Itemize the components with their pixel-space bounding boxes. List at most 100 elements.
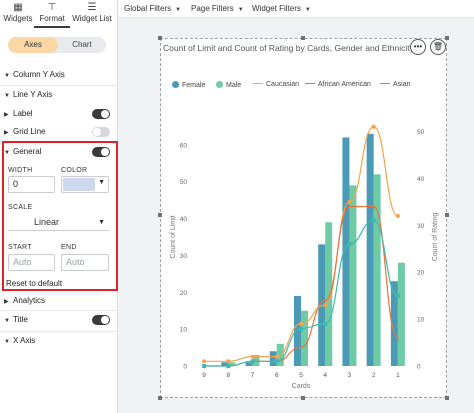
chevron-right-icon: ▶: [4, 299, 9, 305]
filter-bar: Global Filters ▼ Page Filters ▼ Widget Fil…: [119, 0, 474, 18]
caret-down-icon: ▼: [304, 7, 311, 13]
section-line-y-axis-label: Line Y Axis: [13, 90, 53, 99]
start-input[interactable]: Auto: [8, 254, 55, 271]
section-label-text: Label: [13, 109, 33, 118]
section-label[interactable]: ▶ Label: [0, 106, 118, 122]
color-label: COLOR: [61, 167, 88, 174]
section-general[interactable]: ▼ General: [0, 144, 118, 160]
delete-widget-button[interactable]: 🗑: [430, 39, 446, 55]
tab-widgets-label: Widgets: [3, 14, 33, 23]
resize-handle[interactable]: [445, 396, 449, 400]
legend-swatch: [305, 82, 315, 84]
section-analytics-label: Analytics: [13, 296, 46, 305]
section-x-axis[interactable]: ▼ X Axis: [0, 333, 118, 349]
label-toggle[interactable]: [92, 109, 110, 119]
segment-chart[interactable]: Chart: [72, 40, 92, 49]
section-general-label: General: [13, 147, 42, 156]
global-filters-dropdown[interactable]: Global Filters ▼: [124, 4, 181, 13]
list-icon: ☰: [87, 2, 97, 13]
color-picker[interactable]: ▼: [61, 176, 109, 193]
resize-handle[interactable]: [301, 36, 305, 40]
chevron-down-icon: ▼: [4, 318, 10, 324]
resize-handle[interactable]: [445, 36, 449, 40]
tab-format-label: Format: [39, 14, 65, 23]
resize-handle[interactable]: [445, 213, 449, 217]
chevron-down-icon: ▼: [4, 339, 10, 345]
reset-to-default-link[interactable]: Reset to default: [6, 279, 63, 288]
tab-widget-list-label: Widget List: [72, 14, 112, 23]
start-label: START: [8, 244, 32, 251]
divider: [0, 85, 118, 86]
resize-handle[interactable]: [158, 36, 162, 40]
width-label: WIDTH: [8, 167, 33, 174]
section-grid-line-label: Grid Line: [13, 127, 46, 136]
widget-filters-label: Widget Filters: [252, 4, 301, 13]
trash-icon: 🗑: [432, 42, 444, 51]
resize-handle[interactable]: [158, 213, 162, 217]
tab-widget-list[interactable]: ☰ Widget List: [68, 2, 116, 28]
chevron-down-icon: ▼: [98, 179, 105, 186]
legend-swatch: [216, 81, 223, 88]
section-x-axis-label: X Axis: [13, 336, 36, 345]
axes-chart-segment: Axes Chart: [8, 37, 106, 53]
section-line-y-axis[interactable]: ▼ Line Y Axis: [0, 87, 118, 103]
more-horizontal-icon: •••: [413, 42, 423, 51]
page-filters-dropdown[interactable]: Page Filters ▼: [191, 4, 244, 13]
legend-label: African American: [318, 81, 371, 88]
legend-label: Male: [226, 82, 242, 89]
legend-item-male[interactable]: Male: [216, 81, 241, 89]
page-filters-label: Page Filters: [191, 4, 234, 13]
general-toggle[interactable]: [92, 147, 110, 157]
more-options-button[interactable]: •••: [410, 39, 426, 55]
chart-widget[interactable]: [160, 38, 447, 398]
scale-value: Linear: [34, 217, 60, 227]
chevron-down-icon: ▼: [4, 73, 10, 79]
legend-swatch: [380, 82, 390, 84]
caret-down-icon: ▼: [175, 7, 182, 13]
paint-roller-icon: ⊤: [47, 2, 57, 13]
section-column-y-axis[interactable]: ▼ Column Y Axis: [0, 67, 118, 83]
chevron-down-icon: ▼: [4, 93, 10, 99]
chart-title: Count of Limit and Count of Rating by Ca…: [163, 43, 414, 53]
caret-down-icon: ▼: [237, 7, 244, 13]
legend-label: Female: [182, 82, 206, 89]
widgets-grid-icon: ▦: [13, 2, 23, 13]
legend-item-asian[interactable]: Asian: [380, 81, 411, 88]
section-title-label: Title: [13, 315, 28, 324]
color-swatch: [63, 178, 95, 191]
legend-swatch: [172, 81, 179, 88]
scale-select[interactable]: Linear ▼: [8, 215, 109, 231]
title-toggle[interactable]: [92, 315, 110, 325]
legend-item-african-american[interactable]: African American: [305, 81, 371, 88]
chevron-right-icon: ▶: [4, 112, 9, 118]
end-input[interactable]: Auto: [61, 254, 109, 271]
section-grid-line[interactable]: ▶ Grid Line: [0, 124, 118, 140]
global-filters-label: Global Filters: [124, 4, 172, 13]
legend-label: Caucasian: [266, 81, 300, 88]
resize-handle[interactable]: [158, 396, 162, 400]
resize-handle[interactable]: [301, 396, 305, 400]
legend-item-female[interactable]: Female: [172, 81, 205, 89]
divider: [0, 310, 118, 311]
format-panel: ▦ Widgets ⊤ Format ☰ Widget List Axes Ch…: [0, 0, 118, 413]
segment-axes[interactable]: Axes: [8, 37, 58, 53]
divider: [0, 331, 118, 332]
legend-swatch: [253, 82, 263, 84]
panel-tabs: ▦ Widgets ⊤ Format ☰ Widget List: [0, 0, 118, 28]
section-analytics[interactable]: ▶ Analytics: [0, 293, 118, 309]
tab-widgets[interactable]: ▦ Widgets: [0, 2, 36, 28]
section-title[interactable]: ▼ Title: [0, 312, 118, 328]
grid-line-toggle[interactable]: [92, 127, 110, 137]
width-input[interactable]: 0: [8, 176, 55, 193]
legend-label: Asian: [393, 81, 411, 88]
legend-item-caucasian[interactable]: Caucasian: [253, 81, 299, 88]
chevron-down-icon: ▼: [98, 219, 105, 226]
widget-filters-dropdown[interactable]: Widget Filters ▼: [252, 4, 311, 13]
end-label: END: [61, 244, 77, 251]
section-column-y-axis-label: Column Y Axis: [13, 70, 65, 79]
scale-label: SCALE: [8, 204, 33, 211]
general-highlight-box: [2, 141, 118, 291]
tab-format[interactable]: ⊤ Format: [34, 2, 70, 28]
chevron-right-icon: ▶: [4, 130, 9, 136]
